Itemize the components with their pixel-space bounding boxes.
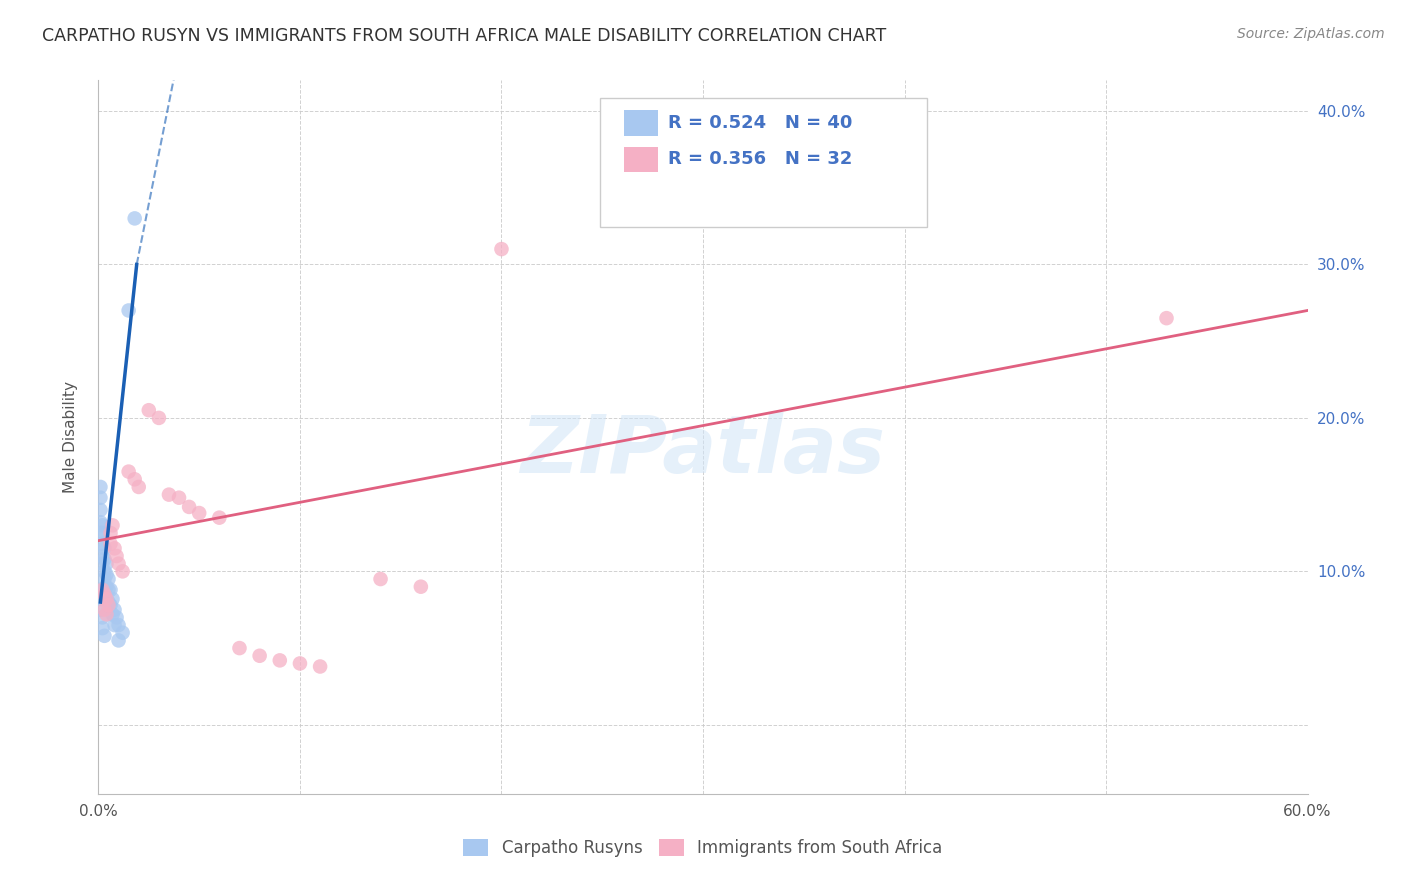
Point: [93, 587, 115, 601]
Point: [100, 582, 122, 597]
Point: [91, 557, 114, 571]
Point: [93, 565, 115, 579]
Point: [288, 657, 311, 671]
Point: [249, 648, 271, 663]
Point: [96, 592, 118, 607]
Point: [370, 572, 392, 586]
Point: [89, 592, 111, 607]
Point: [138, 403, 160, 417]
Point: [91, 610, 114, 624]
Point: [105, 610, 128, 624]
Point: [93, 572, 115, 586]
Point: [179, 500, 201, 514]
Point: [96, 557, 118, 571]
Point: [101, 607, 124, 622]
Point: [100, 526, 122, 541]
Text: R = 0.356   N = 32: R = 0.356 N = 32: [668, 151, 852, 169]
Y-axis label: Male Disability: Male Disability: [63, 381, 77, 493]
FancyBboxPatch shape: [624, 146, 658, 172]
Point: [89, 526, 111, 541]
Point: [124, 472, 146, 486]
Point: [101, 518, 124, 533]
Point: [103, 618, 125, 632]
Point: [167, 491, 190, 505]
Point: [91, 537, 114, 551]
Point: [103, 603, 125, 617]
Point: [105, 549, 128, 563]
Point: [188, 506, 211, 520]
Point: [491, 242, 513, 256]
Text: CARPATHO RUSYN VS IMMIGRANTS FROM SOUTH AFRICA MALE DISABILITY CORRELATION CHART: CARPATHO RUSYN VS IMMIGRANTS FROM SOUTH …: [42, 27, 886, 45]
Point: [101, 592, 124, 607]
Point: [309, 659, 332, 673]
Point: [157, 488, 180, 502]
Point: [91, 621, 114, 635]
Point: [93, 603, 115, 617]
Point: [100, 537, 122, 551]
Point: [124, 211, 146, 226]
Point: [89, 582, 111, 597]
Point: [128, 480, 150, 494]
Point: [96, 567, 118, 582]
Point: [107, 633, 129, 648]
Point: [91, 582, 114, 597]
Point: [96, 607, 118, 622]
Point: [96, 580, 118, 594]
Point: [148, 410, 170, 425]
Point: [228, 641, 250, 656]
Point: [269, 653, 291, 667]
Point: [91, 549, 114, 563]
Point: [107, 557, 129, 571]
Point: [93, 629, 115, 643]
Text: R = 0.524   N = 40: R = 0.524 N = 40: [668, 114, 852, 132]
Point: [96, 592, 118, 607]
Point: [93, 552, 115, 566]
Point: [1156, 311, 1178, 326]
Point: [97, 595, 120, 609]
Point: [111, 565, 134, 579]
Point: [103, 541, 125, 556]
Point: [107, 618, 129, 632]
Point: [89, 603, 111, 617]
Point: [89, 515, 111, 529]
Point: [97, 598, 120, 612]
Point: [118, 303, 141, 318]
Text: Source: ZipAtlas.com: Source: ZipAtlas.com: [1237, 27, 1385, 41]
Point: [93, 582, 115, 597]
Point: [111, 625, 134, 640]
Point: [89, 491, 111, 505]
Point: [97, 572, 120, 586]
Point: [89, 503, 111, 517]
FancyBboxPatch shape: [624, 111, 658, 136]
Legend: Carpatho Rusyns, Immigrants from South Africa: Carpatho Rusyns, Immigrants from South A…: [457, 832, 949, 864]
Text: ZIPatlas: ZIPatlas: [520, 412, 886, 491]
Point: [100, 598, 122, 612]
Point: [91, 518, 114, 533]
Point: [208, 510, 231, 524]
Point: [118, 465, 141, 479]
FancyBboxPatch shape: [600, 98, 927, 227]
Point: [89, 480, 111, 494]
Point: [409, 580, 432, 594]
Point: [93, 541, 115, 556]
Point: [91, 526, 114, 541]
Point: [97, 582, 120, 597]
